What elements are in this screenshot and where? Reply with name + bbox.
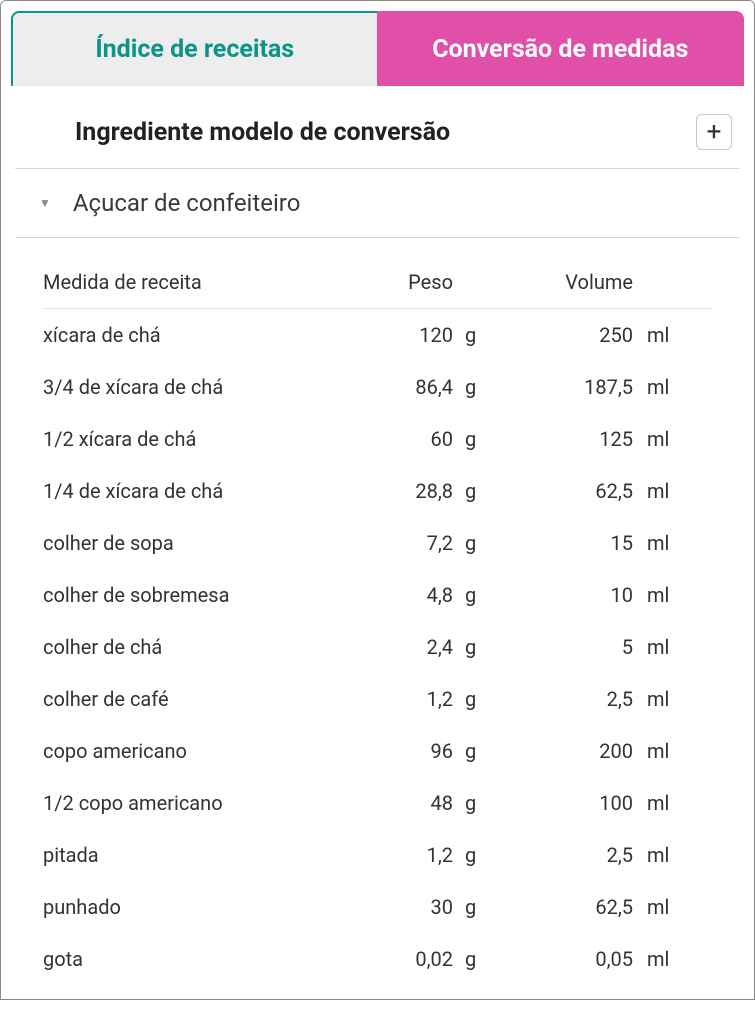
- section-header: Ingrediente modelo de conversão +: [15, 86, 740, 169]
- cell-volume-unit: ml: [633, 583, 683, 607]
- cell-measure: 1/4 de xícara de chá: [43, 479, 343, 503]
- cell-weight: 0,02: [343, 947, 453, 971]
- cell-volume-unit: ml: [633, 895, 683, 919]
- cell-weight: 1,2: [343, 687, 453, 711]
- ingredient-expand-row[interactable]: ▼ Açucar de confeiteiro: [15, 169, 740, 238]
- tab-recipe-index[interactable]: Índice de receitas: [11, 11, 379, 86]
- cell-volume-unit: ml: [633, 479, 683, 503]
- cell-volume-unit: ml: [633, 323, 683, 347]
- tab-measure-conversion[interactable]: Conversão de medidas: [377, 11, 745, 86]
- cell-volume: 100: [493, 791, 633, 815]
- table-row: colher de chá2,4g5ml: [43, 621, 712, 673]
- col-header-volume: Volume: [493, 270, 633, 294]
- cell-weight-unit: g: [453, 479, 493, 503]
- cell-volume: 0,05: [493, 947, 633, 971]
- tab-bar: Índice de receitas Conversão de medidas: [1, 1, 754, 86]
- cell-volume: 10: [493, 583, 633, 607]
- table-body: xícara de chá120g250ml3/4 de xícara de c…: [43, 309, 712, 985]
- cell-volume: 15: [493, 531, 633, 555]
- cell-weight-unit: g: [453, 375, 493, 399]
- cell-weight-unit: g: [453, 947, 493, 971]
- table-row: 1/2 copo americano48g100ml: [43, 777, 712, 829]
- cell-weight: 60: [343, 427, 453, 451]
- cell-measure: 1/2 copo americano: [43, 791, 343, 815]
- cell-volume: 5: [493, 635, 633, 659]
- cell-volume: 200: [493, 739, 633, 763]
- cell-weight: 30: [343, 895, 453, 919]
- cell-measure: colher de chá: [43, 635, 343, 659]
- cell-volume: 62,5: [493, 479, 633, 503]
- table-row: 3/4 de xícara de chá86,4g187,5ml: [43, 361, 712, 413]
- cell-volume-unit: ml: [633, 687, 683, 711]
- cell-weight: 1,2: [343, 843, 453, 867]
- table-row: colher de sobremesa4,8g10ml: [43, 569, 712, 621]
- cell-volume-unit: ml: [633, 947, 683, 971]
- ingredient-name: Açucar de confeiteiro: [73, 189, 301, 217]
- cell-volume-unit: ml: [633, 791, 683, 815]
- cell-volume: 250: [493, 323, 633, 347]
- cell-weight: 120: [343, 323, 453, 347]
- cell-measure: gota: [43, 947, 343, 971]
- table-row: copo americano96g200ml: [43, 725, 712, 777]
- plus-icon: +: [707, 119, 722, 145]
- cell-weight: 48: [343, 791, 453, 815]
- cell-weight: 4,8: [343, 583, 453, 607]
- cell-measure: 3/4 de xícara de chá: [43, 375, 343, 399]
- table-row: xícara de chá120g250ml: [43, 309, 712, 361]
- cell-volume: 187,5: [493, 375, 633, 399]
- cell-weight-unit: g: [453, 791, 493, 815]
- table-row: punhado30g62,5ml: [43, 881, 712, 933]
- conversion-table: Medida de receita Peso . Volume . xícara…: [15, 238, 740, 985]
- cell-volume-unit: ml: [633, 843, 683, 867]
- cell-volume-unit: ml: [633, 531, 683, 555]
- table-row: colher de sopa7,2g15ml: [43, 517, 712, 569]
- cell-weight: 86,4: [343, 375, 453, 399]
- cell-measure: colher de sopa: [43, 531, 343, 555]
- cell-volume: 125: [493, 427, 633, 451]
- table-header: Medida de receita Peso . Volume .: [43, 256, 712, 309]
- section-title: Ingrediente modelo de conversão: [75, 118, 450, 147]
- cell-volume: 2,5: [493, 687, 633, 711]
- col-header-measure: Medida de receita: [43, 270, 343, 294]
- cell-measure: colher de sobremesa: [43, 583, 343, 607]
- cell-weight-unit: g: [453, 531, 493, 555]
- table-row: 1/4 de xícara de chá28,8g62,5ml: [43, 465, 712, 517]
- cell-weight-unit: g: [453, 739, 493, 763]
- cell-weight-unit: g: [453, 687, 493, 711]
- cell-volume-unit: ml: [633, 739, 683, 763]
- cell-measure: punhado: [43, 895, 343, 919]
- cell-weight: 2,4: [343, 635, 453, 659]
- cell-weight: 7,2: [343, 531, 453, 555]
- table-row: colher de café1,2g2,5ml: [43, 673, 712, 725]
- cell-weight-unit: g: [453, 427, 493, 451]
- content-area: Ingrediente modelo de conversão + ▼ Açuc…: [1, 86, 754, 999]
- cell-measure: pitada: [43, 843, 343, 867]
- cell-weight-unit: g: [453, 323, 493, 347]
- cell-weight: 96: [343, 739, 453, 763]
- caret-down-icon: ▼: [39, 196, 51, 210]
- cell-weight-unit: g: [453, 635, 493, 659]
- add-ingredient-button[interactable]: +: [696, 114, 732, 150]
- cell-volume-unit: ml: [633, 375, 683, 399]
- cell-measure: 1/2 xícara de chá: [43, 427, 343, 451]
- table-row: pitada1,2g2,5ml: [43, 829, 712, 881]
- app-container: Índice de receitas Conversão de medidas …: [0, 0, 755, 1000]
- cell-weight-unit: g: [453, 895, 493, 919]
- cell-volume: 2,5: [493, 843, 633, 867]
- cell-weight-unit: g: [453, 583, 493, 607]
- cell-weight-unit: g: [453, 843, 493, 867]
- col-header-weight: Peso: [343, 270, 453, 294]
- cell-volume-unit: ml: [633, 427, 683, 451]
- cell-weight: 28,8: [343, 479, 453, 503]
- cell-volume-unit: ml: [633, 635, 683, 659]
- table-row: gota0,02g0,05ml: [43, 933, 712, 985]
- table-row: 1/2 xícara de chá60g125ml: [43, 413, 712, 465]
- cell-measure: copo americano: [43, 739, 343, 763]
- cell-measure: colher de café: [43, 687, 343, 711]
- cell-measure: xícara de chá: [43, 323, 343, 347]
- cell-volume: 62,5: [493, 895, 633, 919]
